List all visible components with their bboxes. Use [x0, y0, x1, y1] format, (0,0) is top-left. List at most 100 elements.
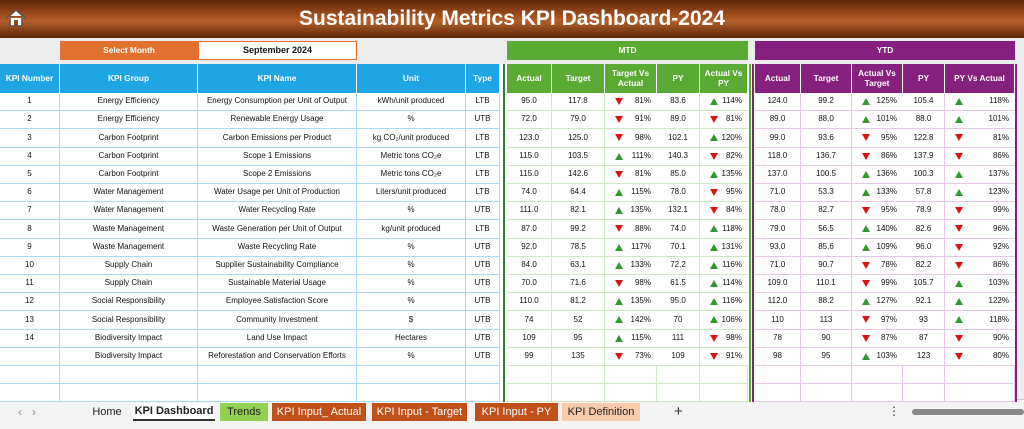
table-cell: 78.0	[657, 184, 700, 203]
table-cell: 14	[0, 329, 60, 348]
table-cell: 140.3	[657, 147, 700, 166]
more-menu[interactable]: ⋮	[888, 404, 900, 418]
trend-up-icon	[710, 134, 718, 142]
table-cell: 115.0	[507, 165, 552, 184]
trend-up-icon	[955, 98, 963, 106]
percent-cell: 92%	[945, 239, 1015, 257]
table-cell	[657, 384, 700, 403]
scrollbar[interactable]	[912, 409, 1024, 415]
table-cell: 82.7	[801, 202, 852, 221]
percent-cell: 86%	[945, 148, 1015, 166]
nav-arrows[interactable]: ‹ ›	[18, 405, 36, 419]
percent-cell: 142%	[605, 311, 657, 330]
table-cell: 85.0	[657, 165, 700, 184]
percent-value: 86%	[992, 259, 1009, 269]
sheet-tab[interactable]: KPI Input - PY	[475, 403, 558, 421]
percent-value: 91%	[725, 350, 742, 360]
trend-down-icon	[955, 261, 963, 269]
percent-cell: 133%	[852, 184, 903, 203]
table-cell: UTB	[466, 329, 500, 348]
percent-cell: 95%	[700, 184, 748, 203]
table-cell: 95	[552, 329, 605, 348]
percent-cell: 81%	[945, 129, 1015, 148]
table-cell: 123	[903, 347, 945, 366]
table-cell: 79.0	[755, 220, 801, 239]
sheet-tab[interactable]: Trends	[220, 403, 268, 421]
table-cell	[466, 384, 500, 403]
trend-up-icon	[955, 170, 963, 178]
table-cell: Waste Generation per Unit of Output	[198, 220, 357, 239]
sheet-tab-bar: ‹ › + ⋮ Home KPI Dashboard Trends KPI Input…	[0, 399, 1024, 429]
table-cell: Energy Efficiency	[60, 111, 198, 130]
table-cell	[700, 384, 748, 403]
table-cell: Water Management	[60, 202, 198, 221]
table-cell: 117.8	[552, 93, 605, 112]
column-header: Target	[801, 64, 852, 93]
table-cell: %	[357, 347, 466, 366]
table-cell: %	[357, 111, 466, 130]
table-cell: LTB	[466, 147, 500, 166]
table-cell: 57.8	[903, 184, 945, 203]
percent-cell: 118%	[700, 220, 748, 239]
table-cell: 11	[0, 275, 60, 294]
table-cell: 83.6	[657, 93, 700, 112]
sheet-tab[interactable]: KPI Input_ Actual	[272, 403, 366, 421]
table-cell: Liters/unit produced	[357, 184, 466, 203]
percent-cell: 106%	[700, 311, 748, 330]
table-cell: 78.0	[755, 202, 801, 221]
table-cell: 2	[0, 111, 60, 130]
add-sheet[interactable]: +	[674, 403, 683, 420]
column-header: KPI Number	[0, 64, 60, 93]
percent-value: 142%	[630, 314, 651, 324]
trend-up-icon	[862, 352, 870, 360]
table-cell: 123.0	[507, 129, 552, 148]
percent-value: 114%	[722, 96, 742, 106]
table-cell: 78	[755, 329, 801, 348]
table-cell: kg CO₂/unit produced	[357, 129, 466, 148]
table-cell: 82.2	[903, 256, 945, 275]
percent-value: 137%	[988, 168, 1009, 178]
trend-down-icon	[615, 280, 623, 288]
percent-value: 125%	[876, 96, 897, 106]
table-cell: 13	[0, 311, 60, 330]
table-cell: Renewable Energy Usage	[198, 111, 357, 130]
column-header: Type	[466, 64, 500, 93]
sheet-tab[interactable]: KPI Dashboard	[133, 403, 215, 421]
trend-up-icon	[615, 243, 623, 251]
trend-up-icon	[615, 152, 623, 160]
percent-value: 114%	[722, 278, 742, 288]
sheet-tab[interactable]: KPI Input - Target	[372, 403, 467, 421]
percent-cell: 84%	[700, 202, 748, 221]
table-cell: 78.5	[552, 238, 605, 257]
table-cell	[507, 384, 552, 403]
percent-value: 123%	[988, 187, 1009, 197]
table-cell: LTB	[466, 184, 500, 203]
table-cell: %	[357, 293, 466, 312]
sheet-tab[interactable]: KPI Definition	[562, 403, 640, 421]
percent-value: 88%	[634, 223, 651, 233]
table-cell: 111.0	[507, 202, 552, 221]
table-cell: 52	[552, 311, 605, 330]
trend-up-icon	[862, 98, 870, 106]
table-cell	[552, 384, 605, 403]
table-cell: Waste Management	[60, 220, 198, 239]
home-icon[interactable]	[4, 6, 28, 30]
trend-down-icon	[862, 334, 870, 342]
table-cell: 12	[0, 293, 60, 312]
percent-cell: 97%	[852, 311, 903, 330]
percent-value: 90%	[992, 332, 1009, 342]
table-cell: UTB	[466, 275, 500, 294]
percent-value: 95%	[880, 205, 897, 215]
sheet-tab[interactable]: Home	[92, 406, 122, 418]
table-cell: 79.0	[552, 111, 605, 130]
table-cell: Scope 2 Emissions	[198, 165, 357, 184]
table-cell	[357, 384, 466, 403]
table-cell: %	[357, 275, 466, 294]
table-cell: 74.0	[507, 184, 552, 203]
percent-value: 80%	[992, 350, 1009, 360]
percent-cell: 81%	[605, 166, 657, 184]
month-select[interactable]: September 2024	[198, 41, 357, 60]
percent-value: 84%	[725, 205, 742, 215]
